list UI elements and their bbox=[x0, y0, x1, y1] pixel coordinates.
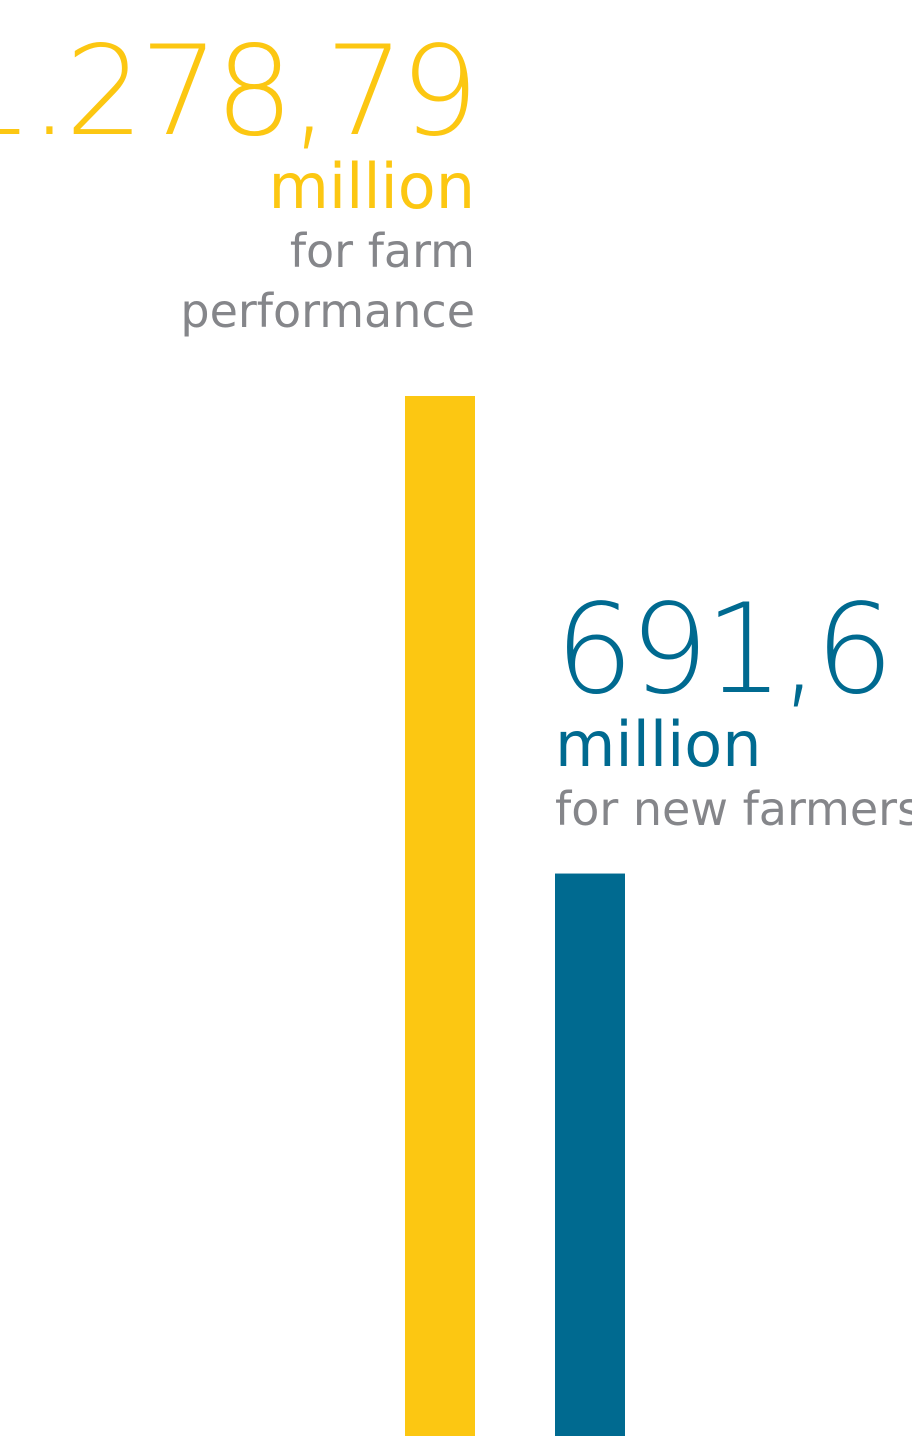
farm-performance-unit: million bbox=[268, 150, 475, 223]
new-farmers-desc-line-1: for new farmers bbox=[555, 782, 912, 836]
farm-performance-value: 1.278,79 bbox=[0, 20, 479, 164]
new-farmers-value: 691,6 bbox=[555, 578, 894, 722]
farm-performance-desc-line-1: for farm bbox=[289, 224, 475, 278]
farm-performance-label: 1.278,79 million for farm performance bbox=[0, 20, 479, 339]
farm-performance-desc-line-2: performance bbox=[180, 284, 475, 339]
new-farmers-bar bbox=[555, 873, 625, 1436]
new-farmers-label: 691,6 million for new farmers bbox=[555, 588, 912, 836]
new-farmers-unit: million bbox=[555, 708, 762, 781]
farm-performance-bar bbox=[405, 396, 475, 1436]
